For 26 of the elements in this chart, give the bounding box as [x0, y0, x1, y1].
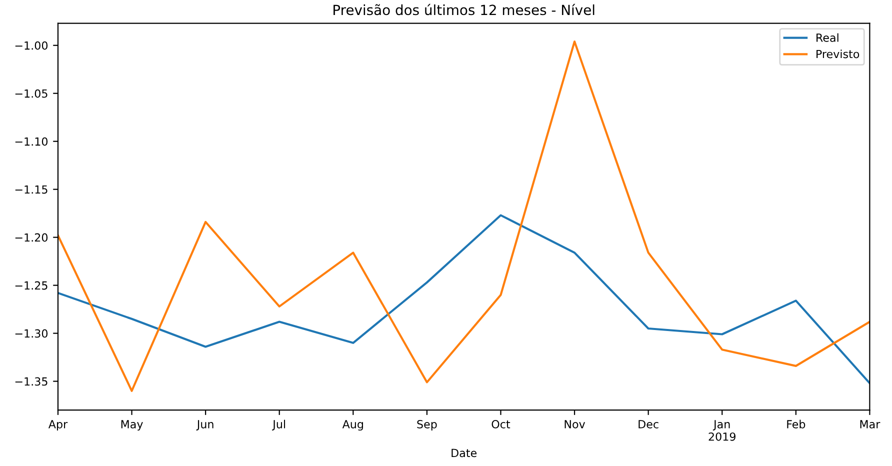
line-series	[58, 40, 870, 392]
y-tick-label: −1.05	[15, 89, 48, 98]
x-tick-label: Jul	[272, 420, 286, 430]
legend-label: Previsto	[816, 50, 860, 58]
x-tick-label: Apr	[48, 420, 68, 431]
x-axis-title: Date	[452, 448, 477, 458]
x-tick-label: Dec	[638, 420, 658, 428]
x-tick-label: Jan 2019	[708, 420, 736, 441]
legend-label: Real	[816, 33, 838, 42]
y-tick-label: −1.20	[15, 233, 48, 242]
y-tick-label: −1.00	[15, 41, 48, 50]
chart-title: Previsão dos últimos 12 meses - Nível	[334, 4, 594, 16]
x-tick-label: Mar	[860, 420, 880, 428]
y-tick-label: −1.25	[15, 281, 48, 290]
x-tick-label: Aug	[342, 420, 363, 431]
x-tick-label: May	[121, 420, 143, 431]
y-tick-label: −1.35	[15, 377, 48, 386]
x-tick-label: Nov	[564, 420, 586, 428]
line-series	[58, 214, 870, 384]
x-tick-label: Oct	[492, 420, 510, 428]
x-tick-label: Sep	[417, 420, 437, 431]
x-tick-label: Jun	[196, 420, 214, 430]
y-tick-label: −1.30	[15, 329, 48, 338]
y-tick-label: −1.15	[15, 185, 48, 194]
x-tick-label: Feb	[787, 420, 806, 428]
y-tick-label: −1.10	[15, 137, 48, 146]
